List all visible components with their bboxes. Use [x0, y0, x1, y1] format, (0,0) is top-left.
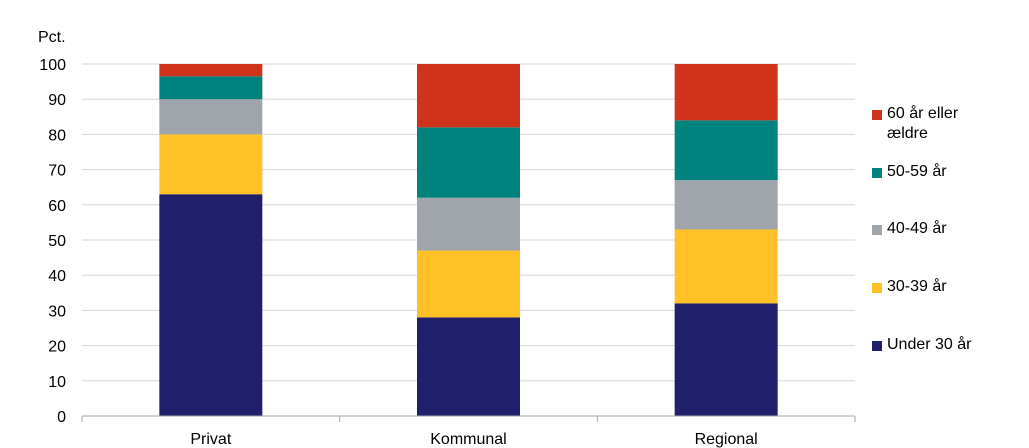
x-tick-label: Regional — [695, 431, 758, 448]
legend-item: 50-59 år — [872, 162, 947, 182]
bar-segment — [417, 250, 520, 318]
legend-item: 30-39 år — [872, 277, 947, 297]
legend-item: Under 30 år — [872, 335, 972, 355]
y-tick-label: 60 — [48, 198, 66, 215]
y-tick-label: 20 — [48, 339, 66, 356]
y-axis: Pct. 0 10 20 30 40 50 60 70 80 90 100 — [38, 29, 66, 426]
y-tick-label: 100 — [39, 57, 66, 74]
legend-label: Under 30 år — [887, 336, 972, 353]
legend-item: 40-49 år — [872, 219, 947, 239]
y-tick-label: 30 — [48, 303, 66, 320]
y-tick-label: 90 — [48, 92, 66, 109]
legend-label: 30-39 år — [887, 278, 947, 295]
bar-segment — [417, 317, 520, 416]
bar-segment — [417, 64, 520, 128]
y-tick-label: 0 — [57, 409, 66, 426]
bar-segment — [159, 194, 263, 416]
bar-segment — [674, 180, 778, 230]
bars — [159, 64, 778, 416]
bar-segment — [674, 303, 778, 416]
bar-segment — [159, 64, 263, 77]
legend-label: 50-59 år — [887, 163, 947, 180]
bar-segment — [417, 127, 520, 198]
x-tick-label: Privat — [190, 431, 231, 448]
legend-swatch — [872, 168, 882, 178]
bar-segment — [674, 64, 778, 121]
legend-swatch — [872, 341, 882, 351]
legend-label: 40-49 år — [887, 220, 947, 237]
y-tick-label: 10 — [48, 374, 66, 391]
legend-swatch — [872, 110, 882, 120]
bar-segment — [159, 76, 263, 100]
y-tick-label: 50 — [48, 233, 66, 250]
legend-swatch — [872, 283, 882, 293]
bar-segment — [674, 229, 778, 304]
y-axis-label: Pct. — [38, 29, 66, 46]
x-tick-label: Kommunal — [430, 431, 506, 448]
y-tick-label: 40 — [48, 268, 66, 285]
legend-label: 60 år eller ældre — [887, 105, 959, 142]
y-tick-label: 70 — [48, 163, 66, 180]
bar-segment — [674, 120, 778, 181]
x-axis: Privat Kommunal Regional — [81, 415, 856, 448]
bar-segment — [159, 134, 263, 195]
legend-item: 60 år eller ældre — [872, 104, 977, 144]
bar-segment — [159, 99, 263, 135]
legend-swatch — [872, 225, 882, 235]
bar-segment — [417, 197, 520, 251]
y-tick-label: 80 — [48, 127, 66, 144]
